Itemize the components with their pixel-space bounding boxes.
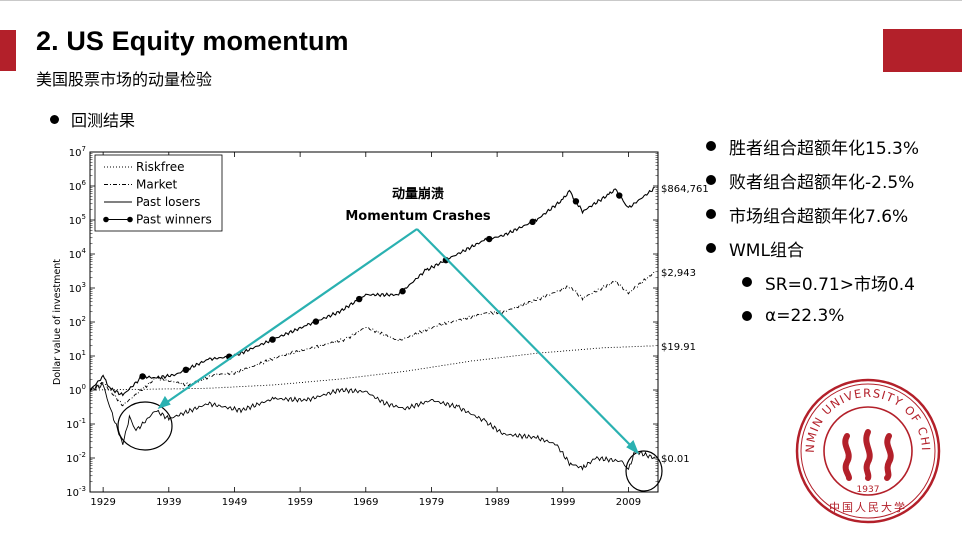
x-tick-label: 1989 [484, 497, 509, 508]
crash-circle-1932 [117, 401, 173, 451]
y-tick-label: 104 [69, 247, 87, 261]
result-item: 胜者组合超额年化15.3% [706, 129, 919, 163]
y-tick-label: 102 [69, 315, 86, 329]
y-tick-label: 10-1 [66, 417, 86, 431]
past-winners-marker [399, 288, 406, 295]
annotation-chinese: 动量崩溃 [392, 186, 444, 202]
crash-arrows [157, 228, 640, 455]
x-tick-label: 1969 [353, 497, 378, 508]
x-tick-label: 1959 [287, 497, 312, 508]
bullet-icon [706, 141, 716, 151]
y-tick-label: 105 [69, 213, 86, 227]
y-tick-label: 100 [69, 383, 86, 397]
result-text: 胜者组合超额年化15.3% [729, 138, 920, 159]
series-line-past-losers [89, 382, 656, 471]
past-winners-marker [616, 192, 623, 199]
bullet-icon [706, 175, 716, 185]
arrow-to-1932 [159, 228, 418, 408]
arrow-to-2009 [416, 228, 638, 453]
legend-label: Past losers [136, 195, 200, 209]
bullet-icon [742, 311, 752, 321]
slide-subtitle: 美国股票市场的动量检验 [36, 70, 213, 89]
slide-title: 2. US Equity momentum [36, 26, 349, 56]
result-item: 市场组合超额年化7.6% [706, 197, 919, 231]
legend-marker [127, 216, 133, 223]
result-subitem: SR=0.71>市场0.4 [706, 265, 919, 299]
x-tick-label: 2009 [616, 497, 641, 508]
x-tick-label: 1999 [550, 497, 575, 508]
past-winners-marker [572, 198, 580, 205]
arrowhead-icon [157, 395, 171, 409]
end-value-label: $864,761 [661, 184, 709, 195]
series-line-market [89, 271, 655, 407]
past-winners-marker [269, 336, 276, 343]
chart-svg: 107 106 105 104 103 102 101 100 10-1 10-2 10-3 1929… [52, 145, 709, 508]
legend-label: Market [136, 178, 178, 192]
y-tick-label: 103 [69, 281, 86, 295]
legend-label: Riskfree [136, 160, 185, 174]
legend-box [94, 154, 223, 232]
logo-emblem-icon [842, 429, 894, 481]
x-tick-label: 1949 [222, 497, 247, 508]
past-winners-marker [182, 366, 190, 374]
past-winners-marker [312, 318, 320, 325]
result-item: 败者组合超额年化-2.5% [706, 163, 919, 197]
x-tick-label: 1929 [90, 497, 115, 508]
section-bullet-label: 回测结果 [71, 111, 136, 130]
annotation-english: Momentum Crashes [345, 209, 491, 224]
accent-bar-right [883, 29, 962, 72]
y-tick-label: 101 [69, 349, 86, 363]
result-text: 败者组合超额年化-2.5% [729, 172, 915, 193]
past-winners-marker [486, 235, 493, 243]
result-item: WML组合 [706, 231, 919, 265]
past-winners-marker [139, 373, 146, 380]
arrowhead-icon [626, 440, 640, 455]
result-text: SR=0.71>市场0.4 [765, 274, 915, 295]
end-value-label: $2,943 [661, 268, 696, 279]
top-divider [0, 0, 962, 1]
chart-legend: Riskfree Market Past losers Past winners [94, 154, 223, 232]
bullet-icon [706, 243, 716, 253]
bullet-icon [742, 277, 752, 287]
y-tick-label: 107 [69, 145, 86, 159]
result-text: 市场组合超额年化7.6% [729, 206, 909, 227]
legend-label: Past winners [136, 213, 212, 227]
renmin-university-logo: RENMIN UNIVERSITY OF CHINA 1937 中国人民大学 [795, 378, 941, 524]
y-axis-label: Dollar value of investment [52, 259, 63, 385]
momentum-chart: 107 106 105 104 103 102 101 100 10-1 10-2 10-3 1929… [48, 142, 709, 522]
end-value-label: $19.91 [661, 342, 696, 353]
y-tick-label: 10-2 [66, 451, 86, 465]
legend-marker [103, 216, 109, 223]
result-text: α=22.3% [765, 306, 845, 326]
past-winners-marker [356, 295, 363, 303]
accent-bar-left [0, 30, 16, 71]
series-line-riskfree [89, 345, 655, 391]
end-value-label: $0.01 [661, 454, 690, 465]
results-list: 胜者组合超额年化15.3% 败者组合超额年化-2.5% 市场组合超额年化7.6%… [706, 129, 919, 333]
result-text: WML组合 [729, 240, 804, 261]
past-winners-marker [529, 218, 536, 226]
x-tick-label: 1939 [156, 497, 181, 508]
logo-chinese-name: 中国人民大学 [829, 500, 907, 514]
bullet-icon [706, 209, 716, 219]
result-subitem: α=22.3% [706, 299, 919, 333]
x-tick-label: 1979 [419, 497, 444, 508]
bullet-icon [50, 114, 59, 124]
y-tick-label: 10-3 [66, 485, 86, 499]
logo-year: 1937 [857, 485, 880, 495]
y-tick-label: 106 [69, 179, 87, 193]
section-bullet: 回测结果 [50, 107, 135, 131]
crash-circle-2009 [625, 450, 663, 492]
